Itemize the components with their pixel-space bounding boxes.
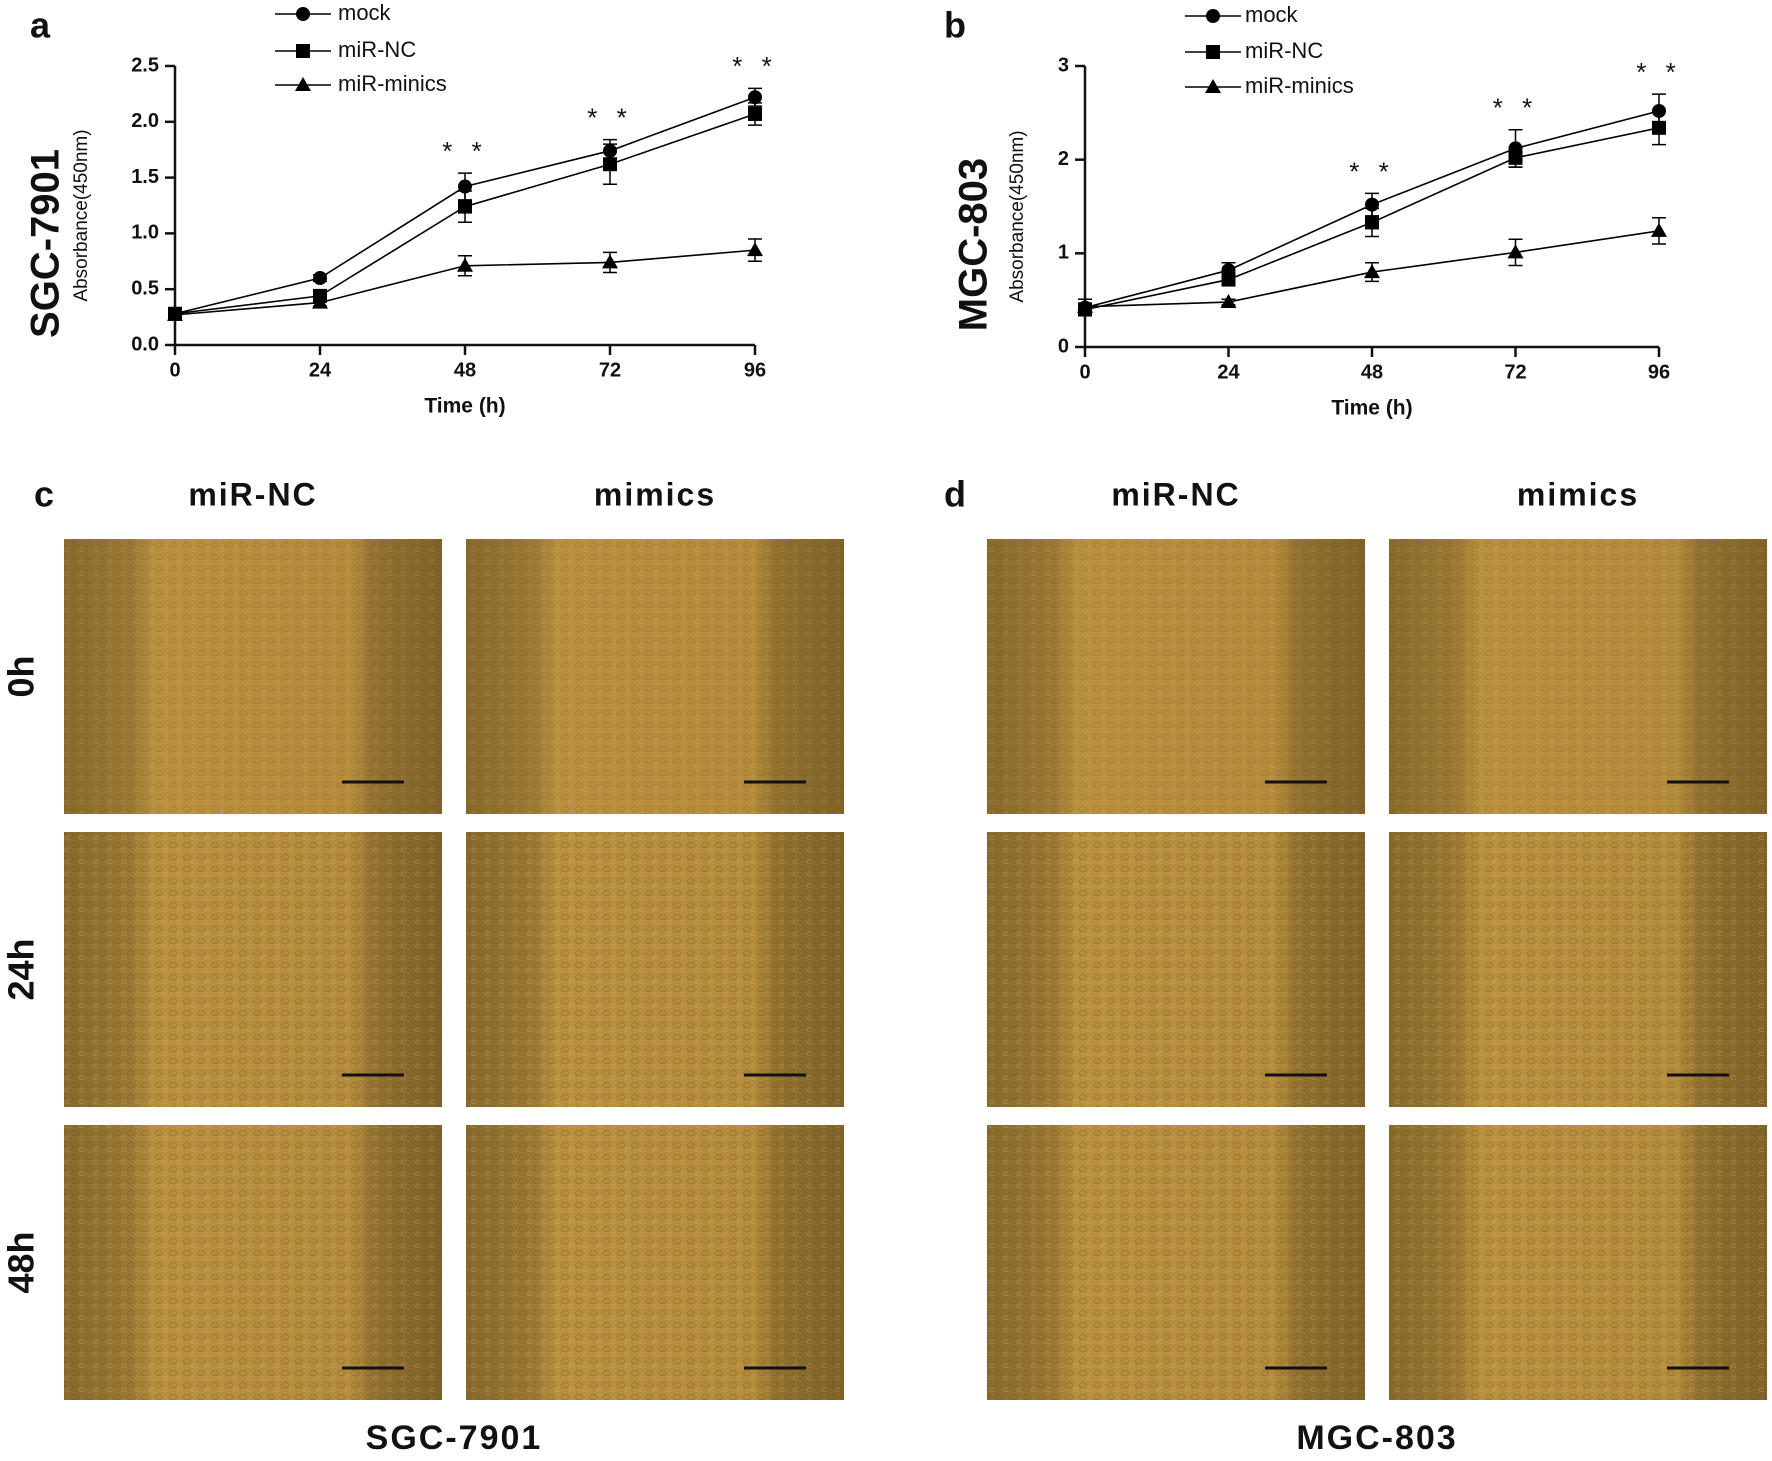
micrograph-texture (64, 539, 442, 814)
column-header: mimics (594, 476, 716, 512)
y-axis-label: Absorbance(450nm) (1007, 130, 1028, 302)
y-tick-label: 2.5 (131, 54, 159, 76)
significance: * * (1349, 156, 1394, 186)
side-title: SGC-7901 (24, 149, 68, 338)
micrograph-texture (1389, 832, 1767, 1107)
panel-label: a (30, 5, 51, 46)
column-header: miR-NC (188, 476, 317, 512)
column-header: mimics (1517, 476, 1639, 512)
y-axis-label: Absorbance(450nm) (71, 129, 92, 301)
micrograph-texture (466, 1125, 844, 1400)
significance: * * (732, 51, 777, 81)
y-tick-label: 0 (1058, 335, 1069, 357)
y-tick-label: 0.5 (131, 277, 159, 299)
row-label: 0h (1, 655, 42, 697)
x-tick-label: 48 (1361, 361, 1383, 383)
marker (457, 257, 473, 272)
legend-marker (296, 7, 310, 21)
y-tick-label: 1.5 (131, 166, 159, 188)
x-tick-label: 72 (1504, 361, 1526, 383)
x-axis-label: Time (h) (1331, 397, 1412, 420)
micrograph-texture (987, 1125, 1365, 1400)
marker (1077, 298, 1093, 313)
significance: * * (1636, 57, 1681, 87)
row-label: 24h (1, 938, 42, 1000)
caption: SGC-7901 (366, 1419, 543, 1457)
x-tick-label: 24 (309, 359, 332, 381)
marker (1364, 264, 1380, 279)
marker (458, 179, 472, 194)
micrograph-texture (64, 1125, 442, 1400)
micrograph-texture (987, 832, 1365, 1107)
marker (312, 294, 328, 309)
legend-label: miR-NC (1245, 38, 1323, 63)
significance: * * (442, 136, 487, 166)
x-tick-label: 96 (744, 359, 766, 381)
x-tick-label: 72 (599, 359, 621, 381)
panel-label: c (34, 474, 54, 515)
legend-label: mock (1245, 2, 1299, 27)
significance: * * (1493, 93, 1538, 123)
micrograph-texture (987, 539, 1365, 814)
micrograph-texture (1389, 539, 1767, 814)
legend-marker (296, 44, 310, 58)
y-tick-label: 3 (1058, 54, 1069, 76)
column-header: miR-NC (1111, 476, 1240, 512)
marker (748, 90, 762, 105)
caption: MGC-803 (1296, 1419, 1457, 1457)
y-tick-label: 0.0 (131, 333, 159, 355)
marker (603, 157, 617, 172)
marker (458, 199, 472, 214)
legend-marker (1205, 79, 1221, 93)
micrograph-texture (466, 539, 844, 814)
micrograph-texture (64, 832, 442, 1107)
marker (748, 106, 762, 121)
y-tick-label: 2 (1058, 148, 1069, 170)
side-title: MGC-803 (952, 158, 996, 331)
panel-label: d (944, 474, 966, 515)
legend-label: miR-minics (1245, 73, 1354, 98)
significance: * * (587, 103, 632, 133)
legend-label: mock (338, 0, 392, 25)
legend-marker (1206, 45, 1220, 59)
x-tick-label: 96 (1648, 361, 1670, 383)
x-tick-label: 24 (1217, 361, 1240, 383)
micrograph-texture (1389, 1125, 1767, 1400)
marker (1651, 222, 1667, 237)
y-tick-label: 1.0 (131, 222, 159, 244)
legend-label: miR-NC (338, 37, 416, 62)
marker (1221, 272, 1236, 287)
marker (313, 271, 327, 286)
marker (1507, 244, 1524, 259)
legend-marker (1206, 9, 1220, 23)
x-tick-label: 0 (169, 359, 180, 381)
legend-marker (295, 77, 311, 91)
marker (167, 306, 183, 321)
marker (1652, 120, 1666, 135)
marker (1220, 294, 1237, 309)
marker (747, 242, 763, 257)
panel-label: b (944, 5, 966, 46)
y-tick-label: 1 (1058, 242, 1069, 264)
legend-label: miR-minics (338, 71, 447, 96)
y-tick-label: 2.0 (131, 110, 159, 132)
x-axis-label: Time (h) (424, 395, 505, 418)
marker (1365, 215, 1379, 230)
marker (602, 254, 618, 269)
micrograph-texture (466, 832, 844, 1107)
row-label: 48h (1, 1231, 42, 1293)
marker (1508, 150, 1523, 165)
x-tick-label: 0 (1079, 361, 1090, 383)
x-tick-label: 48 (454, 359, 476, 381)
